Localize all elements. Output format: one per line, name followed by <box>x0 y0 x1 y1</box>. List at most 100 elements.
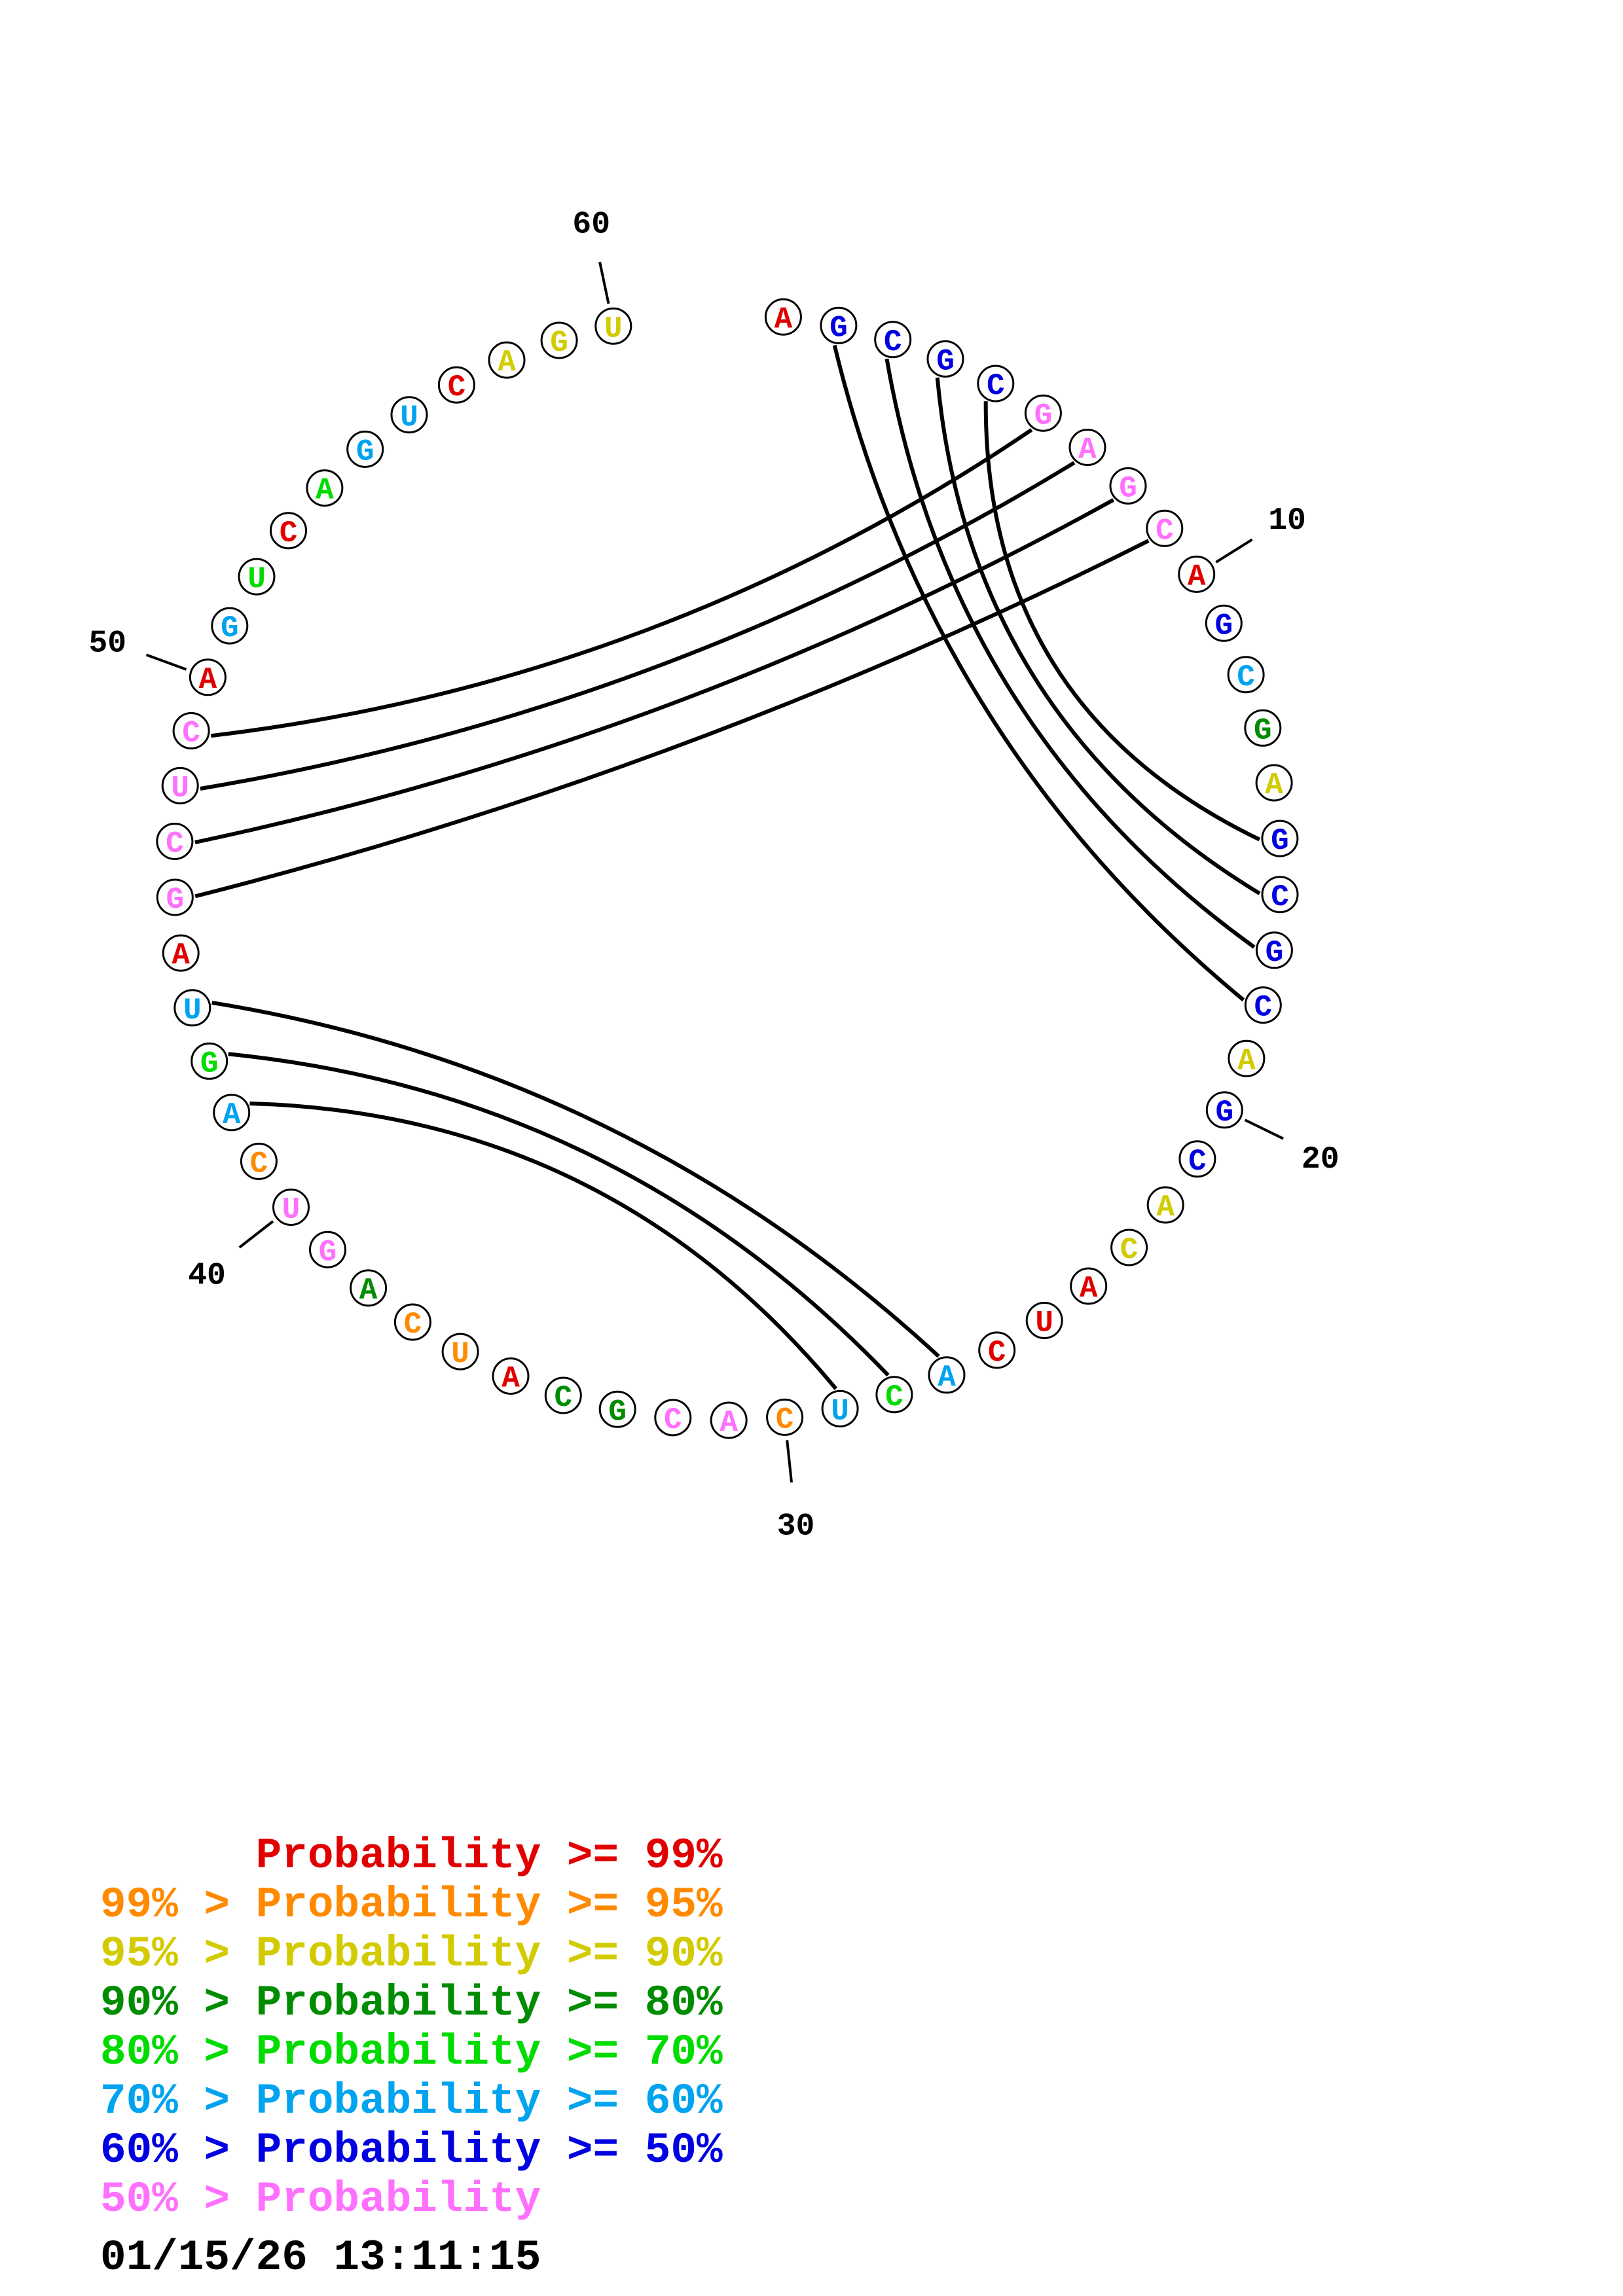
nucleotide-9-C: C <box>1146 509 1184 548</box>
legend-line-p95: 99% > Probability >= 95% <box>100 1880 723 1929</box>
nucleotide-14-A: A <box>1255 764 1293 802</box>
position-tick-50 <box>145 653 187 671</box>
nucleotide-letter: U <box>604 312 623 346</box>
nucleotide-10-A: A <box>1178 555 1216 594</box>
nucleotide-letter: A <box>501 1362 520 1396</box>
nucleotide-letter: G <box>608 1395 627 1429</box>
nucleotide-circle <box>766 1398 804 1436</box>
nucleotide-letter: C <box>250 1147 268 1181</box>
nucleotide-circle <box>437 366 475 404</box>
nucleotide-letter: U <box>400 401 418 435</box>
timestamp: 01/15/26 13:11:15 <box>100 2233 541 2282</box>
nucleotide-circle <box>540 321 578 359</box>
nucleotide-60-U: U <box>594 307 632 346</box>
nucleotide-letter: U <box>183 994 202 1028</box>
nucleotide-20-G: G <box>1205 1091 1243 1130</box>
nucleotide-17-G: G <box>1255 931 1293 970</box>
nucleotide-circle <box>654 1399 692 1437</box>
nucleotide-circle <box>1146 509 1184 547</box>
nucleotide-letter: C <box>988 1336 1006 1370</box>
nucleotide-circle <box>1261 876 1299 914</box>
nucleotide-47-C: C <box>156 823 194 861</box>
basepair-arc-2-18 <box>832 344 1245 1002</box>
nucleotide-circle <box>1178 555 1216 593</box>
nucleotide-circle <box>162 934 200 972</box>
nucleotide-33-G: G <box>598 1390 636 1429</box>
nucleotide-circle <box>1110 1229 1148 1266</box>
nucleotide-circle <box>270 512 307 550</box>
nucleotide-letter: G <box>356 435 374 469</box>
nucleotide-letter: G <box>319 1235 337 1269</box>
nucleotide-39-G: G <box>309 1230 346 1269</box>
nucleotide-circle <box>211 607 249 645</box>
nucleotide-circle <box>928 1356 966 1394</box>
nucleotide-letter: C <box>448 370 466 404</box>
nucleotide-letter: G <box>1266 936 1284 970</box>
nucleotide-circle <box>238 558 276 596</box>
nucleotide-3-C: C <box>874 321 912 359</box>
nucleotide-letter: A <box>1156 1191 1175 1225</box>
nucleotide-letter: G <box>1271 824 1289 858</box>
nucleotide-57-C: C <box>437 366 475 404</box>
nucleotide-letter: G <box>166 883 184 917</box>
nucleotide-45-A: A <box>162 934 200 973</box>
position-tick-30 <box>786 1440 793 1483</box>
basepair-arc-28-43 <box>228 1052 890 1377</box>
nucleotide-circle <box>1244 709 1282 747</box>
nucleotide-15-G: G <box>1261 819 1299 858</box>
nucleotide-letter: G <box>200 1047 219 1081</box>
probability-legend: Probability >= 99% 99% > Probability >= 9… <box>100 1831 723 2224</box>
nucleotide-26-C: C <box>978 1331 1016 1370</box>
nucleotide-circle <box>875 1376 913 1414</box>
nucleotide-letter: A <box>1188 560 1206 594</box>
legend-line-p70: 80% > Probability >= 70% <box>100 2028 723 2077</box>
nucleotide-4-G: G <box>926 340 964 379</box>
nucleotide-letter: C <box>1188 1145 1207 1179</box>
nucleotide-circle <box>1068 429 1106 466</box>
position-tick-10 <box>1215 538 1253 564</box>
nucleotide-circle <box>1109 467 1147 505</box>
nucleotide-letter: U <box>1035 1306 1053 1340</box>
nucleotide-8-G: G <box>1109 467 1147 506</box>
nucleotide-circle <box>1205 1091 1243 1129</box>
nucleotide-44-U: U <box>173 989 211 1028</box>
position-label-20: 20 <box>1302 1142 1340 1177</box>
basepair-arc-27-44 <box>211 1000 940 1358</box>
position-label-50: 50 <box>88 626 126 662</box>
basepair-arc-29-42 <box>249 1102 838 1390</box>
nucleotide-circle <box>820 306 858 344</box>
nucleotide-circle <box>764 298 802 336</box>
nucleotide-circle <box>1146 1186 1184 1224</box>
nucleotide-circle <box>1244 986 1282 1024</box>
nucleotide-53-C: C <box>270 512 307 550</box>
basepair-arc-8-47 <box>194 498 1115 844</box>
nucleotide-circle <box>1024 394 1062 432</box>
nucleotide-27-A: A <box>928 1356 966 1395</box>
nucleotide-circle <box>1227 656 1265 694</box>
nucleotide-35-A: A <box>492 1357 530 1396</box>
nucleotide-1-A: A <box>764 298 802 336</box>
nucleotide-49-C: C <box>172 712 210 751</box>
nucleotide-circle <box>1178 1140 1216 1178</box>
nucleotide-circle <box>156 823 194 860</box>
nucleotide-letter: C <box>1254 991 1272 1025</box>
nucleotide-letter: A <box>498 346 516 380</box>
basepair-arc-9-46 <box>194 539 1150 899</box>
legend-line-lt50: 50% > Probability <box>100 2175 541 2224</box>
nucleotide-circle <box>874 321 912 359</box>
nucleotide-circle <box>488 341 526 379</box>
nucleotide-circle <box>240 1142 278 1180</box>
nucleotide-circle <box>1255 931 1293 969</box>
nucleotide-46-G: G <box>156 878 194 917</box>
nucleotide-48-U: U <box>161 766 199 806</box>
nucleotide-letter: C <box>1271 880 1289 914</box>
nucleotide-58-A: A <box>488 341 526 380</box>
nucleotide-letter: A <box>1265 768 1283 802</box>
nucleotide-letter: A <box>1237 1044 1256 1078</box>
nucleotide-19-A: A <box>1228 1039 1266 1078</box>
legend-line-p99: Probability >= 99% <box>100 1831 723 1880</box>
nucleotide-letter: A <box>199 663 217 697</box>
nucleotide-letter: A <box>775 302 793 336</box>
